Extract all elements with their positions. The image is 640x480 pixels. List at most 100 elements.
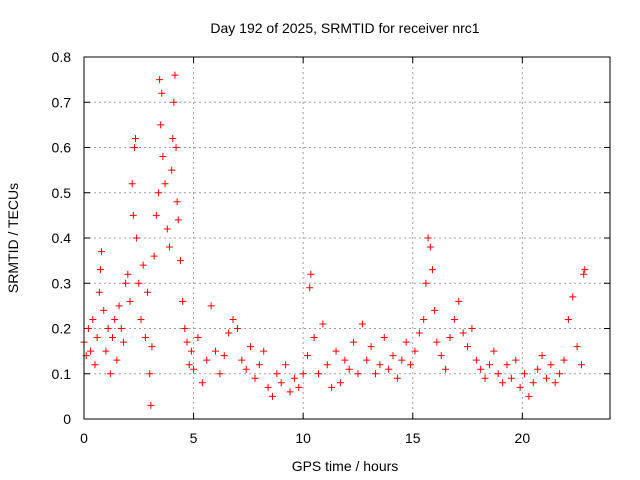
data-point xyxy=(148,343,156,351)
data-point xyxy=(538,352,546,360)
data-point xyxy=(93,334,101,342)
data-point xyxy=(216,370,224,378)
data-point xyxy=(542,374,550,382)
data-point xyxy=(426,243,434,251)
data-point xyxy=(146,370,154,378)
data-point xyxy=(155,189,163,197)
y-tick-label: 0 xyxy=(63,411,71,427)
x-tick-label: 20 xyxy=(515,430,531,446)
data-point xyxy=(152,211,160,219)
data-point xyxy=(328,383,336,391)
data-point xyxy=(139,261,147,269)
data-point xyxy=(156,76,164,84)
data-point xyxy=(96,266,104,274)
data-point xyxy=(407,361,415,369)
data-point xyxy=(157,121,165,129)
data-point xyxy=(165,243,173,251)
grid-lines xyxy=(84,57,610,419)
data-point xyxy=(385,365,393,373)
data-point xyxy=(485,361,493,369)
data-point xyxy=(481,374,489,382)
data-point xyxy=(169,134,177,142)
data-point xyxy=(464,343,472,351)
y-tick-label: 0.7 xyxy=(52,94,72,110)
data-point xyxy=(290,374,298,382)
data-point xyxy=(512,356,520,364)
data-point xyxy=(315,370,323,378)
data-point xyxy=(91,361,99,369)
chart-title: Day 192 of 2025, SRMTID for receiver nrc… xyxy=(210,20,479,36)
data-point xyxy=(581,266,589,274)
data-point xyxy=(194,334,202,342)
data-point xyxy=(207,302,215,310)
data-point xyxy=(150,252,158,260)
data-point xyxy=(286,388,294,396)
data-point xyxy=(89,315,97,323)
data-point xyxy=(551,379,559,387)
data-point xyxy=(126,297,134,305)
data-point xyxy=(437,352,445,360)
data-point xyxy=(525,392,533,400)
data-point xyxy=(98,248,106,256)
data-point xyxy=(580,270,588,278)
data-point xyxy=(295,383,303,391)
data-point xyxy=(119,338,127,346)
data-point xyxy=(229,315,237,323)
data-point xyxy=(104,325,112,332)
data-point xyxy=(203,356,211,364)
data-point xyxy=(277,379,285,387)
data-point xyxy=(128,180,136,188)
data-point xyxy=(424,234,432,242)
y-tick-label: 0.8 xyxy=(52,49,72,65)
x-axis-label: GPS time / hours xyxy=(292,458,399,474)
data-point xyxy=(129,211,137,219)
data-point xyxy=(376,361,384,369)
data-point xyxy=(124,270,132,278)
data-point xyxy=(468,325,476,332)
data-point xyxy=(354,370,362,378)
data-point xyxy=(84,325,92,332)
data-point xyxy=(490,347,498,355)
data-point xyxy=(556,370,564,378)
data-point xyxy=(132,134,140,142)
data-point xyxy=(323,361,331,369)
data-point xyxy=(242,365,250,373)
data-point xyxy=(573,343,581,351)
data-point xyxy=(130,144,138,151)
data-point xyxy=(111,315,119,323)
data-point xyxy=(499,379,507,387)
data-point xyxy=(144,288,152,296)
data-point xyxy=(455,297,463,305)
data-point xyxy=(133,234,141,242)
data-point xyxy=(332,347,340,355)
data-point xyxy=(190,365,198,373)
x-tick-label: 15 xyxy=(405,430,421,446)
data-point xyxy=(578,361,586,369)
data-point xyxy=(260,347,268,355)
data-point xyxy=(503,361,511,369)
data-point xyxy=(135,279,143,287)
data-point xyxy=(87,347,95,355)
data-point xyxy=(282,361,290,369)
data-point xyxy=(137,315,145,323)
data-point xyxy=(247,343,255,351)
data-point xyxy=(459,329,467,337)
data-point xyxy=(158,89,166,97)
data-point xyxy=(494,370,502,378)
data-point xyxy=(147,401,155,409)
data-point xyxy=(106,370,114,378)
data-point xyxy=(433,338,441,346)
data-point xyxy=(181,325,189,332)
data-point xyxy=(411,347,419,355)
x-tick-label: 0 xyxy=(80,430,88,446)
data-point xyxy=(171,71,179,79)
y-tick-label: 0.3 xyxy=(52,275,72,291)
data-point xyxy=(431,306,439,314)
data-point xyxy=(95,288,103,296)
data-point xyxy=(345,365,353,373)
data-point xyxy=(273,370,281,378)
data-point xyxy=(238,356,246,364)
data-point xyxy=(159,153,167,161)
